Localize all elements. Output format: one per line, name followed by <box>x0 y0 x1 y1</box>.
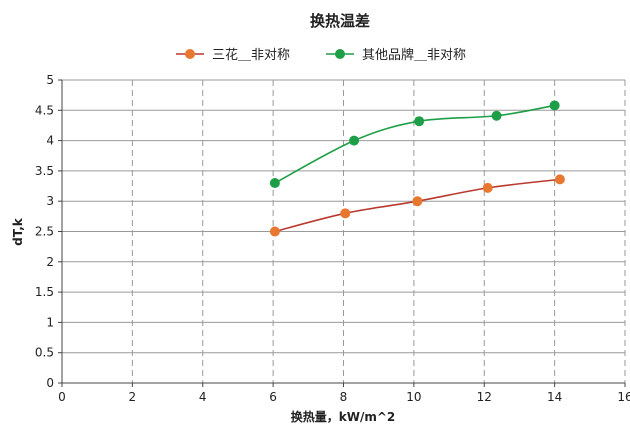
x-tick-label: 0 <box>58 390 66 404</box>
data-point <box>349 135 360 146</box>
legend: 三花＿非对称 其他品牌＿非对称 <box>176 47 466 63</box>
data-point <box>549 100 560 111</box>
y-axis-label: dT,k <box>11 217 25 246</box>
x-tick-label: 6 <box>269 390 277 404</box>
x-tick-label: 2 <box>129 390 137 404</box>
data-point <box>482 182 493 193</box>
series-1 <box>269 174 565 237</box>
x-tick-label: 4 <box>199 390 207 404</box>
y-tick-label: 3 <box>46 194 54 208</box>
legend-label: 三花＿非对称 <box>212 47 290 63</box>
y-tick-labels: 0 0.5 1 1.5 2 2.5 3 3.5 4 4.5 5 <box>35 73 54 390</box>
x-tick-label: 12 <box>477 390 492 404</box>
data-point <box>554 174 565 185</box>
axes <box>58 79 626 387</box>
data-point <box>340 208 351 219</box>
y-tick-label: 5 <box>46 73 54 87</box>
y-tick-label: 0.5 <box>35 346 54 360</box>
legend-item-2: 其他品牌＿非对称 <box>326 47 466 63</box>
legend-marker <box>185 49 195 59</box>
x-tick-labels: 0 2 4 6 8 10 12 14 16 <box>58 390 630 404</box>
data-point <box>491 110 502 121</box>
y-tick-label: 1 <box>46 315 54 329</box>
data-point <box>414 116 425 127</box>
chart-title: 换热温差 <box>310 12 370 30</box>
y-tick-label: 3.5 <box>35 164 54 178</box>
y-tick-label: 2 <box>46 255 54 269</box>
x-tick-label: 10 <box>406 390 421 404</box>
y-tick-label: 4 <box>46 134 54 148</box>
data-point <box>269 226 280 237</box>
grid <box>62 79 626 383</box>
series-2 <box>269 100 560 189</box>
legend-label: 其他品牌＿非对称 <box>362 47 466 63</box>
legend-item-1: 三花＿非对称 <box>176 47 290 63</box>
x-tick-label: 8 <box>340 390 348 404</box>
x-tick-label: 14 <box>547 390 562 404</box>
y-tick-label: 0 <box>46 376 54 390</box>
y-tick-label: 4.5 <box>35 103 54 117</box>
x-tick-label: 16 <box>617 390 630 404</box>
data-point <box>269 178 280 189</box>
data-point <box>412 196 423 207</box>
y-tick-label: 2.5 <box>35 225 54 239</box>
x-axis-label: 换热量，kW/m^2 <box>291 409 396 424</box>
legend-marker <box>335 49 345 59</box>
y-tick-label: 1.5 <box>35 285 54 299</box>
series-layer <box>269 100 565 237</box>
